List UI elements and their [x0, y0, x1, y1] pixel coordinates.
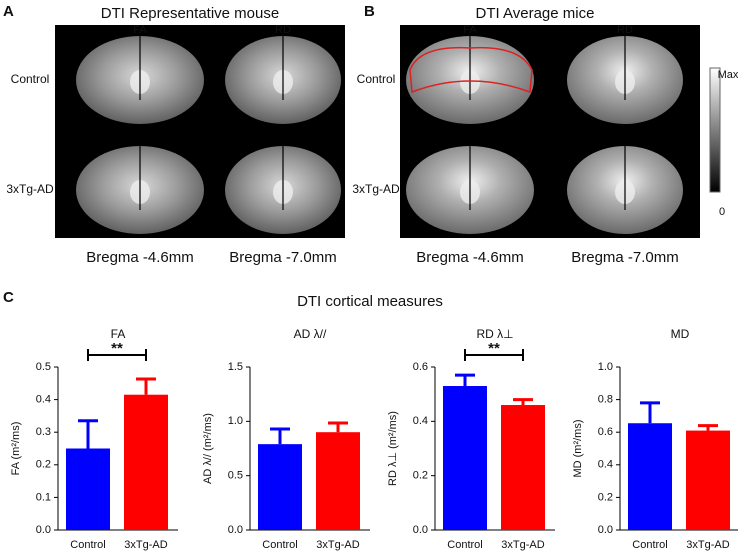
x-tick-label: Control [262, 539, 297, 551]
panel-title: DTI Average mice [476, 5, 595, 22]
x-tick-label: Control [632, 539, 667, 551]
y-tick-label: 0.0 [36, 524, 51, 536]
bar [258, 444, 302, 530]
bregma-label: Bregma -4.6mm [86, 249, 194, 266]
significance-label: ** [488, 340, 500, 357]
column-label: FA [133, 24, 147, 36]
x-tick-label: Control [70, 539, 105, 551]
y-tick-label: 0.6 [598, 426, 613, 438]
bregma-label: Bregma -4.6mm [416, 249, 524, 266]
panel-letter: C [3, 289, 14, 306]
y-tick-label: 0.8 [598, 394, 613, 406]
panel-letter: A [3, 3, 14, 20]
chart-title: MD [671, 327, 690, 341]
panel-letter: B [364, 3, 375, 20]
section-title: DTI cortical measures [297, 293, 443, 310]
bar [316, 432, 360, 530]
y-tick-label: 0.0 [413, 524, 428, 536]
y-axis-label: RD λ⊥ (m²/ms) [387, 411, 399, 486]
column-label: FA [463, 24, 477, 36]
y-tick-label: 0.5 [36, 361, 51, 373]
y-tick-label: 0.1 [36, 491, 51, 503]
bregma-label: Bregma -7.0mm [571, 249, 679, 266]
panel-title: DTI Representative mouse [101, 5, 279, 22]
y-tick-label: 0.6 [413, 361, 428, 373]
bar [443, 386, 487, 530]
y-tick-label: 0.2 [36, 459, 51, 471]
bregma-label: Bregma -7.0mm [229, 249, 337, 266]
column-label: RD [275, 24, 291, 36]
y-axis-label: AD λ// (m²/ms) [202, 413, 214, 484]
bar [501, 405, 545, 530]
row-label: 3xTg-AD [6, 182, 54, 196]
bar [66, 448, 110, 530]
chart-title: AD λ// [294, 327, 327, 341]
bar [686, 430, 730, 530]
roi-outline [409, 46, 533, 94]
y-tick-label: 1.0 [228, 415, 243, 427]
y-tick-label: 0.2 [413, 470, 428, 482]
y-tick-label: 0.5 [228, 470, 243, 482]
row-label: 3xTg-AD [352, 182, 400, 196]
colorbar [709, 67, 721, 193]
y-tick-label: 0.0 [228, 524, 243, 536]
y-axis-label: FA (m²/ms) [10, 422, 22, 476]
y-tick-label: 0.0 [598, 524, 613, 536]
row-label: Control [357, 72, 396, 86]
x-tick-label: 3xTg-AD [501, 539, 544, 551]
y-tick-label: 0.2 [598, 491, 613, 503]
x-tick-label: 3xTg-AD [316, 539, 359, 551]
y-tick-label: 0.3 [36, 426, 51, 438]
y-tick-label: 0.4 [36, 394, 51, 406]
x-tick-label: 3xTg-AD [686, 539, 729, 551]
x-tick-label: 3xTg-AD [124, 539, 167, 551]
significance-label: ** [111, 340, 123, 357]
x-tick-label: Control [447, 539, 482, 551]
y-tick-label: 1.5 [228, 361, 243, 373]
y-tick-label: 0.4 [413, 415, 428, 427]
chart-title: FA [111, 327, 126, 341]
y-tick-label: 0.4 [598, 459, 613, 471]
y-tick-label: 1.0 [598, 361, 613, 373]
column-label: RD [617, 24, 633, 36]
bar [124, 394, 168, 530]
bar [628, 423, 672, 530]
colorbar-label: 0 [719, 206, 725, 218]
colorbar-label: Max [718, 69, 738, 81]
chart-title: RD λ⊥ [476, 327, 513, 341]
row-label: Control [11, 72, 50, 86]
y-axis-label: MD (m²/ms) [572, 419, 584, 477]
